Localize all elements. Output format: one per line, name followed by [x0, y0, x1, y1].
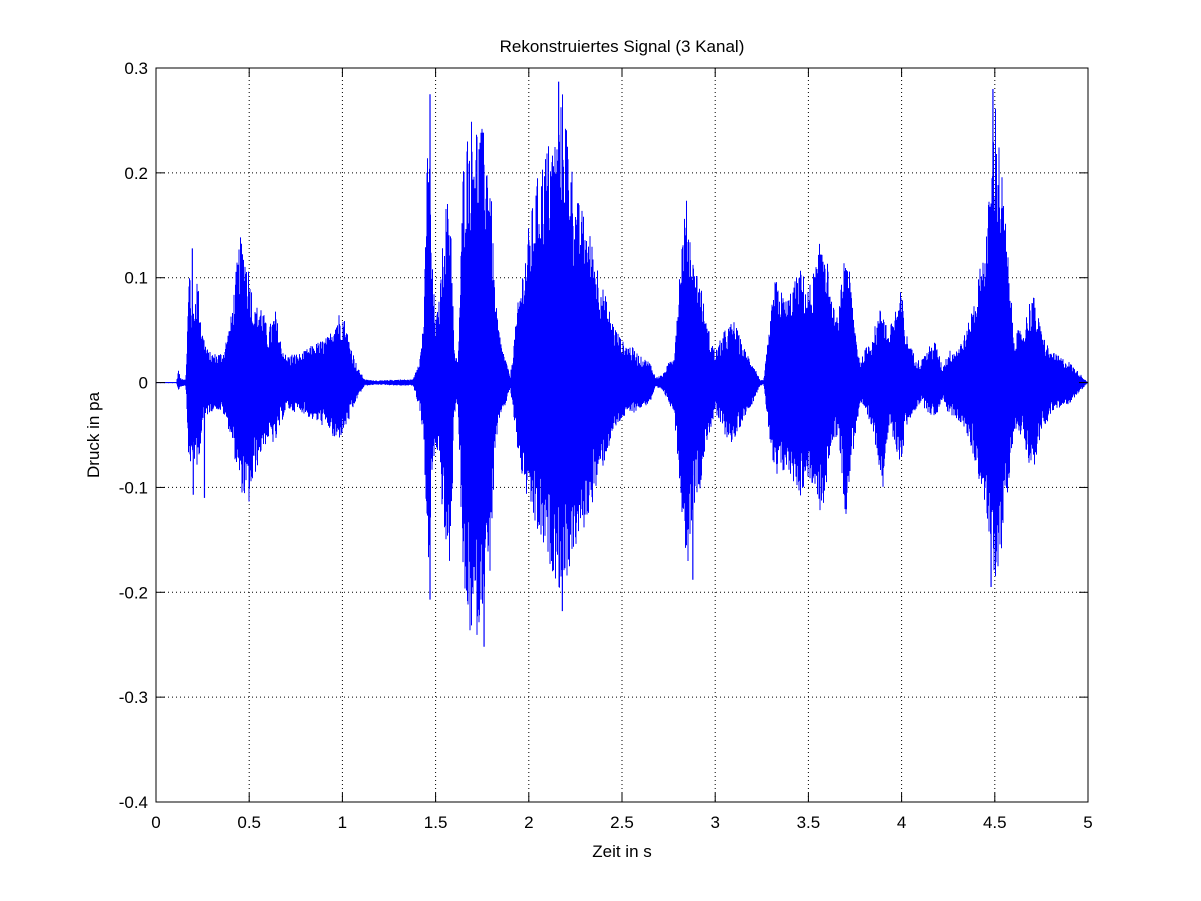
waveform: [156, 81, 1088, 647]
y-tick-label: 0.2: [124, 164, 148, 183]
y-tick-label: -0.4: [119, 793, 148, 812]
chart-title: Rekonstruiertes Signal (3 Kanal): [500, 37, 745, 56]
x-tick-label: 0: [151, 813, 160, 832]
x-tick-label: 2: [524, 813, 533, 832]
y-tick-labels: -0.4 -0.3 -0.2 -0.1 0 0.1 0.2 0.3: [119, 59, 148, 812]
x-tick-label: 3: [710, 813, 719, 832]
x-tick-label: 5: [1083, 813, 1092, 832]
y-axis-label: Druck in pa: [84, 391, 103, 478]
y-tick-label: 0: [139, 374, 148, 393]
x-tick-labels: 0 0.5 1 1.5 2 2.5 3 3.5 4 4.5 5: [151, 813, 1092, 832]
x-tick-label: 0.5: [237, 813, 261, 832]
ticks: [155, 67, 1089, 803]
x-axis-label: Zeit in s: [592, 842, 652, 861]
y-tick-label: -0.2: [119, 583, 148, 602]
plot-area: [156, 68, 1088, 802]
x-tick-label: 4.5: [983, 813, 1007, 832]
y-tick-label: 0.3: [124, 59, 148, 78]
y-tick-label: -0.1: [119, 478, 148, 497]
x-tick-label: 2.5: [610, 813, 634, 832]
x-tick-label: 1.5: [424, 813, 448, 832]
x-tick-label: 3.5: [797, 813, 821, 832]
x-tick-label: 1: [338, 813, 347, 832]
y-tick-label: -0.3: [119, 688, 148, 707]
y-tick-label: 0.1: [124, 269, 148, 288]
x-tick-label: 4: [897, 813, 906, 832]
